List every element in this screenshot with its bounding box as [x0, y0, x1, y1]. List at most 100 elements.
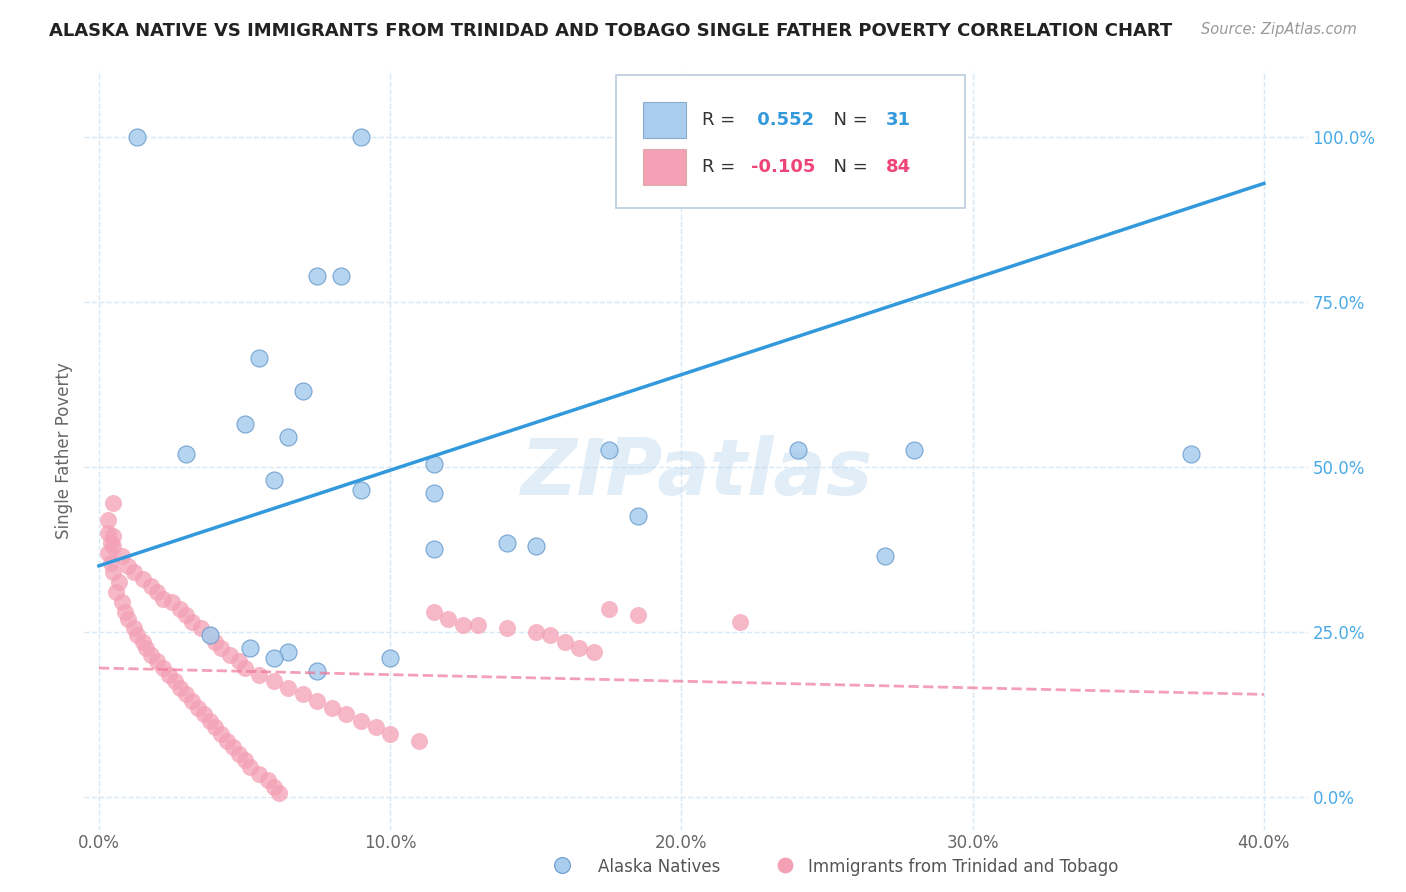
Point [291, 687, 314, 701]
Point [627, 509, 650, 524]
Y-axis label: Single Father Poverty: Single Father Poverty [55, 362, 73, 539]
Point [125, 628, 148, 642]
Point [1180, 447, 1202, 461]
Point [103, 566, 125, 580]
Point [380, 727, 402, 741]
Point [131, 572, 153, 586]
Point [437, 611, 460, 625]
Point [263, 651, 285, 665]
Point [538, 628, 561, 642]
Point [554, 634, 576, 648]
Point [209, 641, 232, 656]
Point [228, 655, 250, 669]
Point [307, 665, 329, 679]
Point [190, 622, 212, 636]
Text: R =: R = [702, 158, 741, 176]
Point [141, 648, 163, 662]
Point [157, 667, 180, 681]
Point [423, 457, 446, 471]
Point [233, 661, 256, 675]
Point [160, 595, 183, 609]
Point [467, 618, 489, 632]
Point [277, 644, 299, 658]
Point [152, 591, 174, 606]
Point [598, 601, 620, 615]
Text: N =: N = [823, 158, 873, 176]
Point [307, 694, 329, 708]
Point [117, 611, 139, 625]
Point [108, 575, 131, 590]
Point [495, 622, 517, 636]
Point [105, 585, 128, 599]
FancyBboxPatch shape [616, 75, 965, 208]
FancyBboxPatch shape [644, 102, 686, 138]
Point [181, 694, 204, 708]
Point [100, 556, 122, 570]
Point [163, 674, 186, 689]
Point [728, 615, 751, 629]
Text: ZIPatlas: ZIPatlas [520, 435, 872, 511]
Text: Immigrants from Trinidad and Tobago: Immigrants from Trinidad and Tobago [808, 858, 1119, 876]
Point [103, 496, 125, 510]
Point [103, 529, 125, 543]
Point [257, 773, 280, 788]
Point [423, 542, 446, 557]
Point [204, 720, 226, 734]
Point [773, 858, 796, 872]
Point [141, 579, 163, 593]
Point [263, 473, 285, 487]
Point [122, 622, 145, 636]
Point [277, 681, 299, 695]
Point [247, 766, 270, 780]
Point [233, 753, 256, 767]
Point [198, 628, 221, 642]
Point [169, 601, 191, 615]
Point [204, 634, 226, 648]
Point [423, 605, 446, 619]
Point [103, 539, 125, 553]
Point [233, 417, 256, 431]
Point [291, 384, 314, 398]
Point [408, 733, 430, 747]
FancyBboxPatch shape [644, 149, 686, 186]
Point [135, 641, 157, 656]
Point [193, 707, 215, 722]
Point [335, 707, 357, 722]
Point [146, 585, 169, 599]
Point [117, 558, 139, 573]
Text: ALASKA NATIVE VS IMMIGRANTS FROM TRINIDAD AND TOBAGO SINGLE FATHER POVERTY CORRE: ALASKA NATIVE VS IMMIGRANTS FROM TRINIDA… [49, 22, 1173, 40]
Point [247, 351, 270, 366]
Point [174, 687, 197, 701]
Point [114, 605, 136, 619]
Point [97, 546, 120, 560]
Point [174, 447, 197, 461]
Point [228, 747, 250, 761]
Point [524, 624, 547, 639]
Point [222, 740, 245, 755]
Point [97, 513, 120, 527]
Point [219, 648, 242, 662]
Point [111, 595, 134, 609]
Point [583, 644, 606, 658]
Point [181, 615, 204, 629]
Point [263, 674, 285, 689]
Point [568, 641, 591, 656]
Point [380, 651, 402, 665]
Point [787, 443, 810, 458]
Point [524, 539, 547, 553]
Point [269, 786, 291, 800]
Point [329, 268, 352, 283]
Point [97, 525, 120, 540]
Point [903, 443, 925, 458]
Point [627, 608, 650, 623]
Point [598, 443, 620, 458]
Point [350, 714, 373, 728]
Point [321, 700, 343, 714]
Point [187, 700, 209, 714]
Point [451, 618, 474, 632]
Point [198, 628, 221, 642]
Point [247, 667, 270, 681]
Point [146, 655, 169, 669]
Point [198, 714, 221, 728]
Text: Alaska Natives: Alaska Natives [598, 858, 720, 876]
